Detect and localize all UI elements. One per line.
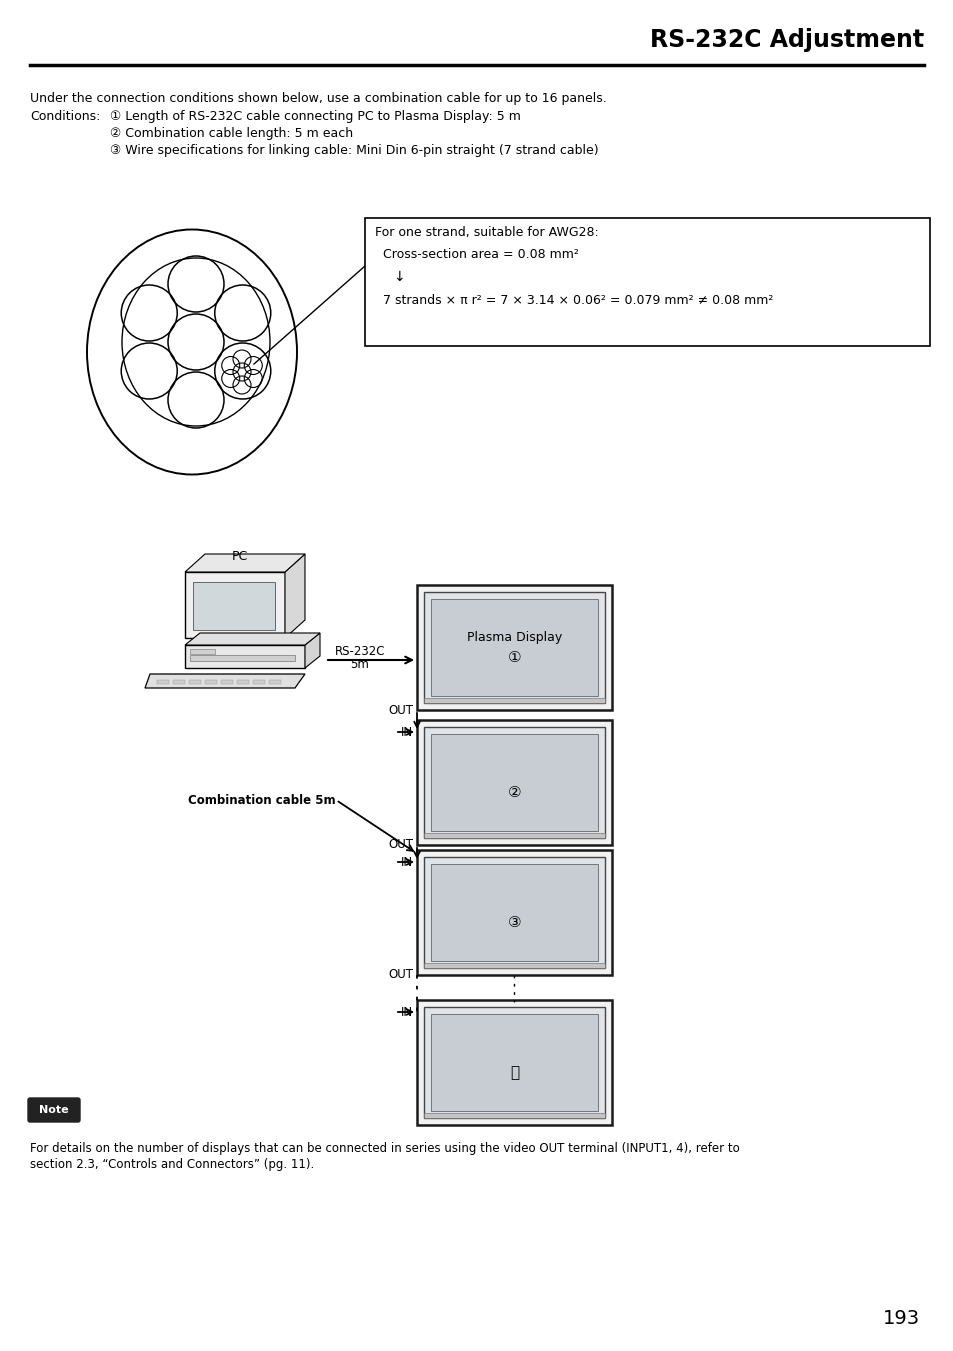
Text: section 2.3, “Controls and Connectors” (pg. 11).: section 2.3, “Controls and Connectors” (…: [30, 1158, 314, 1171]
Bar: [253, 680, 265, 684]
Text: ② Combination cable length: 5 m each: ② Combination cable length: 5 m each: [110, 127, 353, 141]
Bar: [423, 1006, 604, 1119]
Text: 193: 193: [882, 1309, 919, 1328]
Text: For one strand, suitable for AWG28:: For one strand, suitable for AWG28:: [375, 226, 598, 239]
Text: 7 strands × π r² = 7 × 3.14 × 0.06² = 0.079 mm² ≠ 0.08 mm²: 7 strands × π r² = 7 × 3.14 × 0.06² = 0.…: [375, 295, 773, 307]
Text: For details on the number of displays that can be connected in series using the : For details on the number of displays th…: [30, 1142, 739, 1155]
Text: IN: IN: [400, 1005, 413, 1019]
Bar: [225, 635, 239, 643]
Polygon shape: [285, 554, 305, 638]
Bar: [423, 857, 604, 969]
Bar: [269, 680, 281, 684]
Polygon shape: [185, 554, 305, 571]
Polygon shape: [185, 634, 319, 644]
Bar: [185, 571, 285, 638]
Bar: [416, 850, 612, 975]
Text: Combination cable 5m: Combination cable 5m: [188, 793, 335, 807]
Bar: [193, 582, 274, 630]
Bar: [221, 680, 233, 684]
Bar: [423, 727, 604, 838]
Bar: [190, 648, 214, 654]
Text: Cross-section area = 0.08 mm²: Cross-section area = 0.08 mm²: [375, 249, 578, 261]
Bar: [185, 644, 305, 667]
Bar: [431, 865, 598, 961]
Bar: [431, 1015, 598, 1111]
Text: OUT: OUT: [388, 839, 413, 851]
Text: Under the connection conditions shown below, use a combination cable for up to 1: Under the connection conditions shown be…: [30, 92, 606, 105]
FancyBboxPatch shape: [28, 1098, 80, 1121]
Text: ③: ③: [507, 915, 520, 929]
Text: OUT: OUT: [388, 969, 413, 981]
Bar: [423, 1113, 604, 1119]
Text: ↓: ↓: [393, 270, 404, 284]
Bar: [205, 680, 216, 684]
Text: ⓵: ⓵: [510, 1065, 518, 1079]
Text: IN: IN: [400, 725, 413, 739]
Bar: [236, 680, 249, 684]
Text: ① Length of RS-232C cable connecting PC to Plasma Display: 5 m: ① Length of RS-232C cable connecting PC …: [110, 109, 520, 123]
Text: Plasma Display: Plasma Display: [466, 631, 561, 644]
Bar: [189, 680, 201, 684]
Bar: [423, 592, 604, 703]
Text: OUT: OUT: [388, 704, 413, 716]
Bar: [416, 585, 612, 711]
Text: 5m: 5m: [350, 658, 369, 671]
Text: Conditions:: Conditions:: [30, 109, 100, 123]
Text: RS-232C Adjustment: RS-232C Adjustment: [649, 28, 923, 51]
Bar: [416, 1000, 612, 1125]
Bar: [431, 598, 598, 696]
Bar: [416, 720, 612, 844]
Text: IN: IN: [400, 855, 413, 869]
Bar: [423, 963, 604, 969]
Polygon shape: [145, 674, 305, 688]
Text: RS-232C: RS-232C: [335, 644, 385, 658]
Text: ①: ①: [507, 650, 520, 665]
Bar: [190, 655, 294, 661]
Bar: [423, 698, 604, 703]
Text: PC: PC: [232, 550, 248, 563]
Text: Note: Note: [39, 1105, 69, 1115]
Bar: [423, 834, 604, 838]
Text: ②: ②: [507, 785, 520, 800]
Bar: [172, 680, 185, 684]
Bar: [365, 218, 929, 346]
Polygon shape: [305, 634, 319, 667]
Bar: [431, 734, 598, 831]
Bar: [157, 680, 169, 684]
Text: ③ Wire specifications for linking cable: Mini Din 6-pin straight (7 strand cable: ③ Wire specifications for linking cable:…: [110, 145, 598, 157]
